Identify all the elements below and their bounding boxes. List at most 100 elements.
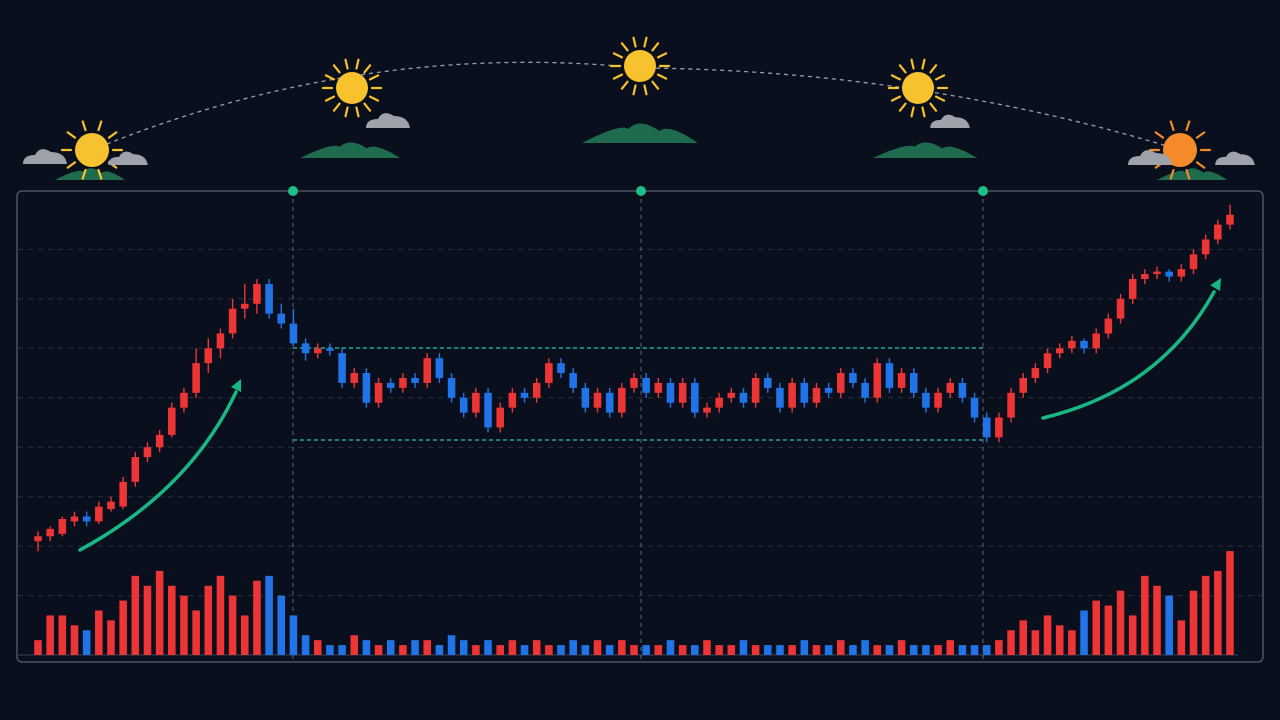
volume-bar (435, 645, 444, 655)
volume-bar (228, 595, 237, 655)
volume-bar (581, 645, 590, 655)
volume-bar (1043, 615, 1052, 655)
candle-body (776, 387, 784, 408)
candle-body (508, 392, 517, 408)
volume-bar (241, 615, 249, 655)
sun-ray (656, 52, 668, 59)
candle-body (934, 392, 942, 408)
sun-ray (656, 73, 668, 80)
volume-bar (447, 635, 456, 655)
candle-body (873, 363, 882, 398)
candle-body (180, 392, 188, 408)
volume-bar (1214, 570, 1222, 655)
volume-bar (362, 640, 371, 655)
volume-bar (289, 615, 298, 655)
candle-body (1128, 279, 1137, 299)
sun-ray (898, 64, 907, 74)
volume-bar (192, 610, 200, 655)
volume-bar (168, 585, 176, 655)
candle-body (1007, 392, 1015, 418)
candle-body (1214, 224, 1222, 240)
candle-body (338, 353, 346, 383)
sun-ray (632, 36, 637, 48)
volume-bar (386, 640, 395, 655)
candle-body (946, 382, 955, 393)
volume-bar (253, 580, 261, 655)
sun-ray (929, 102, 938, 112)
volume-bar (569, 640, 577, 655)
volume-bar (46, 615, 54, 655)
volume-bar (812, 645, 821, 655)
volume-bar (837, 640, 845, 655)
sun-ray (368, 95, 380, 102)
candle-body (228, 308, 237, 334)
volume-bar (715, 645, 723, 655)
sun-ray (651, 42, 660, 52)
sun-ray (1195, 131, 1206, 139)
candle-body (447, 377, 456, 398)
candle-body (34, 536, 42, 542)
candle-body (168, 407, 176, 435)
volume-bar (897, 640, 906, 655)
candle-body (715, 397, 723, 408)
candle-body (496, 407, 504, 428)
candle-body (703, 407, 711, 413)
candle-body (922, 392, 930, 408)
candle-body (909, 373, 918, 393)
candle-body (751, 377, 760, 403)
volume-bar (824, 645, 833, 655)
candle-body (204, 348, 213, 364)
candle-body (812, 387, 821, 403)
candle-body (642, 377, 650, 393)
volume-bar (1165, 595, 1173, 655)
sun-ray (620, 42, 629, 52)
candle-body (277, 313, 286, 324)
cloud (930, 114, 970, 128)
candle-body (362, 373, 371, 403)
candle-body (678, 382, 687, 403)
candle-body (727, 392, 736, 398)
sun-ray (66, 161, 77, 169)
volume-bar (411, 640, 419, 655)
candle-body (143, 447, 152, 458)
candle-body (995, 417, 1003, 438)
candle-body (654, 382, 663, 393)
volume-bar (642, 645, 650, 655)
volume-bar (508, 640, 517, 655)
sun-ray (910, 58, 915, 70)
candle-body (739, 392, 748, 403)
candle-body (885, 363, 894, 388)
candle-body (399, 377, 407, 388)
candle-body (1031, 368, 1040, 378)
hill (1157, 168, 1227, 180)
candle-body (1189, 254, 1198, 270)
sun-ray (651, 80, 660, 90)
sun-ray (107, 131, 118, 139)
sun-ray (898, 102, 907, 112)
sun-ray (363, 102, 372, 112)
volume-bar (1055, 625, 1064, 655)
volume-bar (399, 645, 407, 655)
candle-body (1165, 271, 1173, 277)
candle-body (192, 363, 200, 393)
sun-ray (620, 80, 629, 90)
volume-bar (265, 575, 273, 655)
sun-ray (363, 64, 372, 74)
candle-body (958, 382, 967, 398)
sun-ray (921, 106, 926, 118)
volume-bar (313, 640, 322, 655)
volume-bar (788, 645, 796, 655)
volume-bar (970, 645, 979, 655)
candle-body (70, 516, 79, 522)
cloud (1128, 150, 1172, 165)
volume-bar (666, 640, 675, 655)
candle-body (630, 377, 638, 388)
volume-bar (982, 645, 991, 655)
cloud (23, 149, 67, 164)
phase-dot (288, 186, 298, 196)
hill (55, 168, 125, 180)
volume-bar (484, 640, 492, 655)
volume-bar (1080, 610, 1088, 655)
